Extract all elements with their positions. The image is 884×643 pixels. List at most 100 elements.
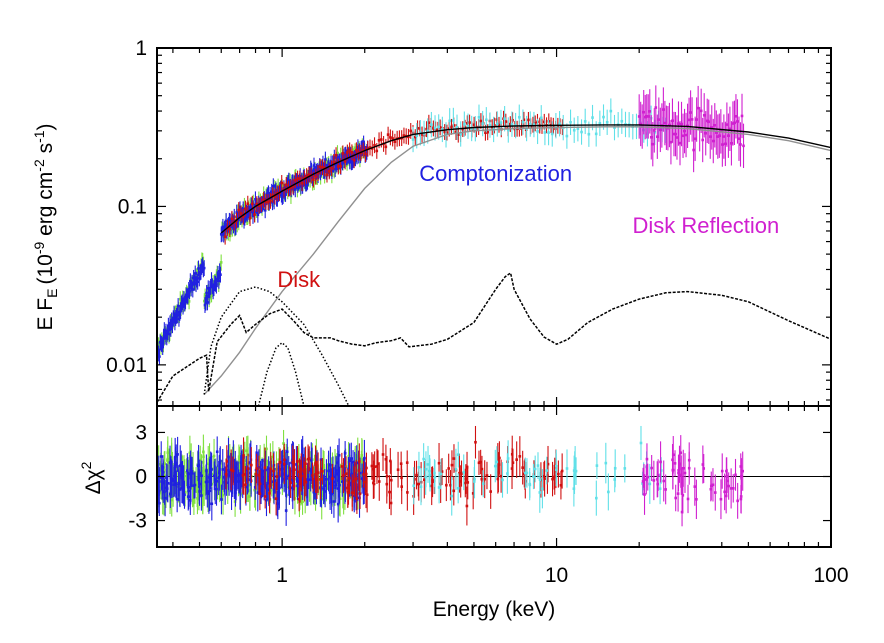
data-point (330, 166, 333, 170)
residual-point (296, 484, 299, 488)
residual-point (186, 495, 190, 498)
residual-point (323, 484, 326, 487)
data-point (411, 138, 415, 141)
data-point (733, 121, 736, 125)
residual-point (217, 476, 220, 480)
ylabel-exp2: -2 (31, 159, 47, 172)
data-point (448, 119, 451, 123)
data-point (299, 185, 303, 188)
residual-point (219, 459, 222, 463)
data-point (339, 154, 342, 157)
data-point (704, 131, 708, 135)
data-point (355, 155, 359, 158)
data-point (669, 140, 673, 144)
data-point (594, 132, 598, 136)
residual-point (299, 467, 303, 471)
data-point (479, 119, 483, 123)
residual-point (343, 484, 347, 487)
residual-point (724, 494, 728, 498)
residual-point (437, 486, 441, 489)
residual-point (428, 473, 432, 477)
data-point (218, 269, 221, 273)
data-point (255, 202, 259, 206)
residual-point (269, 467, 273, 471)
data-point (333, 167, 337, 171)
data-point (165, 336, 169, 339)
residual-point (546, 474, 549, 477)
residual-point (200, 494, 203, 497)
residual-point (320, 486, 323, 489)
residual-point (347, 467, 350, 471)
data-point (730, 142, 733, 145)
data-point (231, 220, 234, 224)
residual-point (202, 455, 205, 459)
residual-point (680, 510, 684, 514)
residual-point (521, 466, 524, 469)
data-point (326, 167, 330, 170)
data-point (693, 137, 697, 141)
data-point (261, 202, 265, 206)
data-point (211, 290, 215, 293)
data-point (348, 160, 352, 163)
residual-point (307, 457, 311, 460)
data-point (742, 144, 745, 148)
residual-point (456, 487, 460, 490)
data-point (306, 180, 309, 184)
residual-point (281, 467, 285, 471)
residual-point (358, 471, 362, 475)
residual-point (157, 489, 161, 493)
axes: 1 10 100 0.01 0.1 1 3 0 -3 Comptonization Disk Disk… (106, 37, 848, 587)
residual-point (642, 474, 646, 478)
data-point (425, 127, 428, 131)
residual-point (215, 450, 219, 454)
residual-point (213, 478, 217, 481)
data-point (734, 114, 738, 118)
residual-point (433, 475, 437, 479)
residual-point (275, 475, 279, 478)
data-point (587, 132, 591, 136)
residual-point (199, 478, 202, 482)
labels: Energy (keV) E FE (10-9 erg cm-2 s-1) Δχ2 (31, 123, 555, 621)
residual-point (364, 472, 368, 476)
residual-point (277, 458, 281, 461)
data-point (598, 121, 602, 125)
residual-point (680, 482, 684, 485)
data-point (157, 343, 160, 347)
data-point (663, 121, 667, 125)
data-point (347, 155, 351, 158)
data-point (638, 121, 642, 124)
residual-point (296, 460, 299, 463)
data-point (163, 335, 167, 339)
residual-point (729, 487, 733, 490)
residual-point (604, 461, 608, 465)
residual-point (326, 475, 329, 478)
residual-point (329, 463, 332, 467)
data-point (307, 173, 311, 176)
data-point (497, 123, 501, 127)
data-point (166, 331, 169, 334)
data-point (320, 167, 323, 171)
data-point (433, 126, 437, 130)
data-point (196, 280, 199, 284)
residual-point (215, 487, 218, 491)
data-point (312, 178, 315, 181)
residual-point (284, 509, 288, 512)
residual-point (186, 469, 189, 472)
data-point (455, 126, 459, 129)
residual-point (280, 473, 284, 477)
data-point (463, 122, 466, 126)
data-point (550, 132, 554, 136)
ylabel-sub: E (44, 289, 60, 298)
residual-point (363, 480, 367, 484)
residual-point (240, 467, 244, 471)
residual-point (727, 484, 730, 488)
data-point (389, 136, 392, 139)
data-point (232, 224, 235, 227)
residual-point (348, 459, 351, 463)
data-point (188, 290, 191, 293)
data-point (645, 115, 649, 118)
residual-point (209, 469, 212, 472)
residual-point (174, 461, 178, 465)
residual-point (623, 467, 627, 470)
data-point (318, 165, 322, 169)
